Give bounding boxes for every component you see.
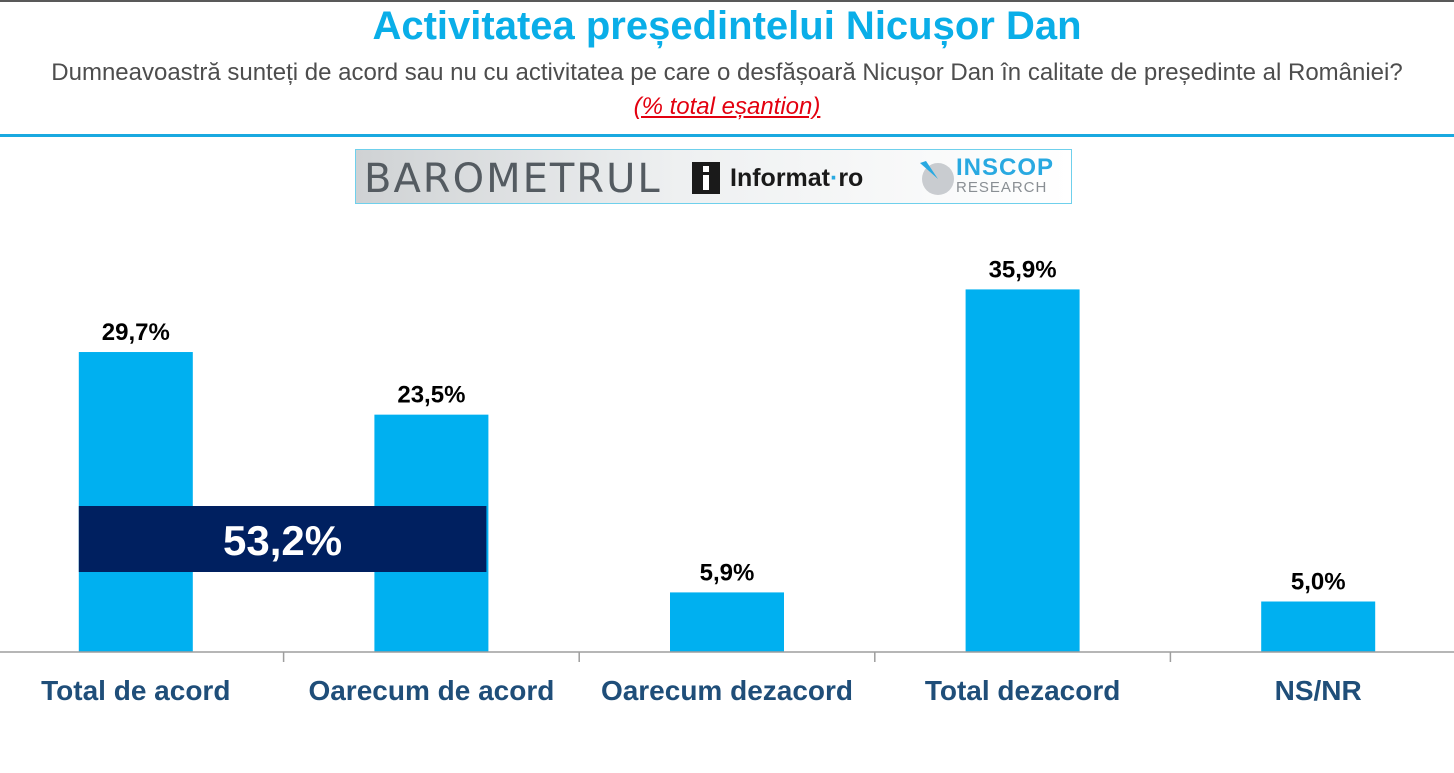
value-label-3: 5,9% [700,559,755,586]
bar-5 [1261,601,1376,652]
value-label-4: 35,9% [989,256,1057,283]
informat-tld: ro [838,164,864,192]
bar-1 [78,352,193,652]
category-label-2: Oarecum de acord [308,675,554,706]
bar-4 [965,289,1080,652]
aggregate-band [78,506,487,572]
aggregate-label: 53,2% [223,517,342,564]
category-label-3: Oarecum dezacord [601,675,853,706]
research-wordmark: RESEARCH [956,179,1048,196]
inscop-circle-icon [920,161,954,195]
category-label-1: Total de acord [41,675,230,706]
informat-i-icon [692,162,720,194]
value-label-5: 5,0% [1291,569,1346,596]
value-label-2: 23,5% [397,382,465,409]
page-title: Activitatea președintelui Nicușor Dan [372,4,1082,48]
bar-3 [670,592,784,652]
informat-name: Informat [730,164,830,192]
header-divider [0,134,1454,137]
sample-note: (% total eșantion) [633,93,821,120]
informat-dot: · [830,164,839,192]
barometrul-wordmark: BAROMETRUL [364,156,662,202]
question-text: Dumneavoastră sunteți de acord sau nu cu… [51,59,1403,86]
top-border-line [0,0,1454,2]
category-label-5: NS/NR [1275,675,1362,706]
value-label-1: 29,7% [102,319,170,346]
inscop-wordmark: INSCOP [956,154,1055,181]
informat-wordmark: Informat·ro [730,164,863,193]
barometer-logo-banner: BAROMETRUL Informat·ro INSCOP RESEARCH [355,149,1072,204]
question-subtitle: Dumneavoastră sunteți de acord sau nu cu… [40,56,1414,124]
category-label-4: Total dezacord [925,675,1121,706]
bar-chart: 29,7% Total de acord 23,5% Oarecum de acord… [0,256,1454,706]
